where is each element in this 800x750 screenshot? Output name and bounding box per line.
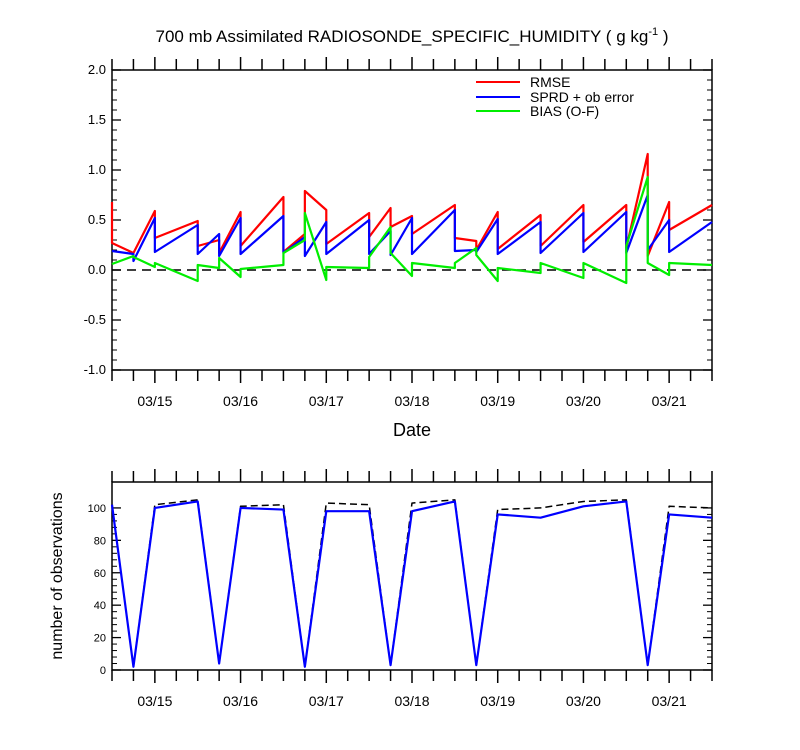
bottom-series-total-observations: [111, 499, 713, 668]
bottom-xtick-label: 03/16: [223, 693, 258, 709]
y-axis-label-observations: number of observations: [49, 492, 66, 659]
top-xtick-label: 03/15: [137, 393, 172, 409]
chart-title: 700 mb Assimilated RADIOSONDE_SPECIFIC_H…: [156, 26, 669, 46]
x-axis-label: Date: [393, 420, 431, 440]
top-xtick-label: 03/20: [566, 393, 601, 409]
top-ytick-label: -0.5: [84, 312, 106, 327]
legend: RMSE SPRD + ob error BIAS (O-F): [476, 74, 634, 119]
legend-sprd-label: SPRD + ob error: [530, 89, 634, 105]
top-xtick-label: 03/18: [394, 393, 429, 409]
bottom-xtick-label: 03/18: [394, 693, 429, 709]
top-ytick-label: 0.0: [88, 262, 106, 277]
top-panel: -1.0 -0.5 0.0 0.5 1.0 1.5 2.0 03/15 03/16 03/17 03…: [84, 57, 713, 440]
bottom-series-observations-used: [110, 500, 713, 668]
top-ytick-label: 1.5: [88, 112, 106, 127]
legend-bias-label: BIAS (O-F): [530, 103, 599, 119]
top-series-sprd-ob-error: [111, 193, 713, 263]
top-xtick-label: 03/19: [480, 393, 515, 409]
bottom-xtick-label: 03/19: [480, 693, 515, 709]
bottom-axis-ticks: [111, 469, 713, 683]
top-ytick-label: -1.0: [84, 362, 106, 377]
top-series-lines: [110, 152, 713, 285]
top-xtick-label: 03/16: [223, 393, 258, 409]
bottom-ytick-label: 100: [88, 503, 106, 515]
chart-title-main: 700 mb Assimilated RADIOSONDE_SPECIFIC_H…: [156, 27, 649, 46]
top-ytick-label: 2.0: [88, 62, 106, 77]
bottom-xtick-label: 03/21: [652, 693, 687, 709]
top-ytick-label: 1.0: [88, 162, 106, 177]
bottom-xtick-label: 03/20: [566, 693, 601, 709]
bottom-ytick-label: 20: [94, 633, 106, 645]
bottom-ytick-label: 40: [94, 600, 106, 612]
top-ytick-label: 0.5: [88, 212, 106, 227]
bottom-series-lines: [110, 499, 713, 668]
bottom-xtick-label: 03/15: [137, 693, 172, 709]
top-xtick-label: 03/21: [652, 393, 687, 409]
chart-title-end: ): [658, 27, 668, 46]
bottom-panel: 0 20 40 60 80 100 03/15 03/16 03/17 03/18 03/19 03/…: [49, 469, 713, 709]
top-axis-ticks: [111, 57, 713, 383]
top-axis-labels: -1.0 -0.5 0.0 0.5 1.0 1.5 2.0 03/15 03/16 03/17 03…: [84, 62, 687, 409]
legend-rmse-label: RMSE: [530, 74, 570, 90]
bottom-ytick-label: 60: [94, 568, 106, 580]
bottom-ytick-label: 80: [94, 535, 106, 547]
chart-title-sup: -1: [648, 26, 658, 38]
top-series-bias-o-f: [111, 175, 713, 285]
bottom-axis-labels: 0 20 40 60 80 100 03/15 03/16 03/17 03/18 03/19 03/…: [88, 503, 687, 709]
bottom-ytick-label: 0: [100, 665, 106, 677]
top-xtick-label: 03/17: [309, 393, 344, 409]
bottom-xtick-label: 03/17: [309, 693, 344, 709]
